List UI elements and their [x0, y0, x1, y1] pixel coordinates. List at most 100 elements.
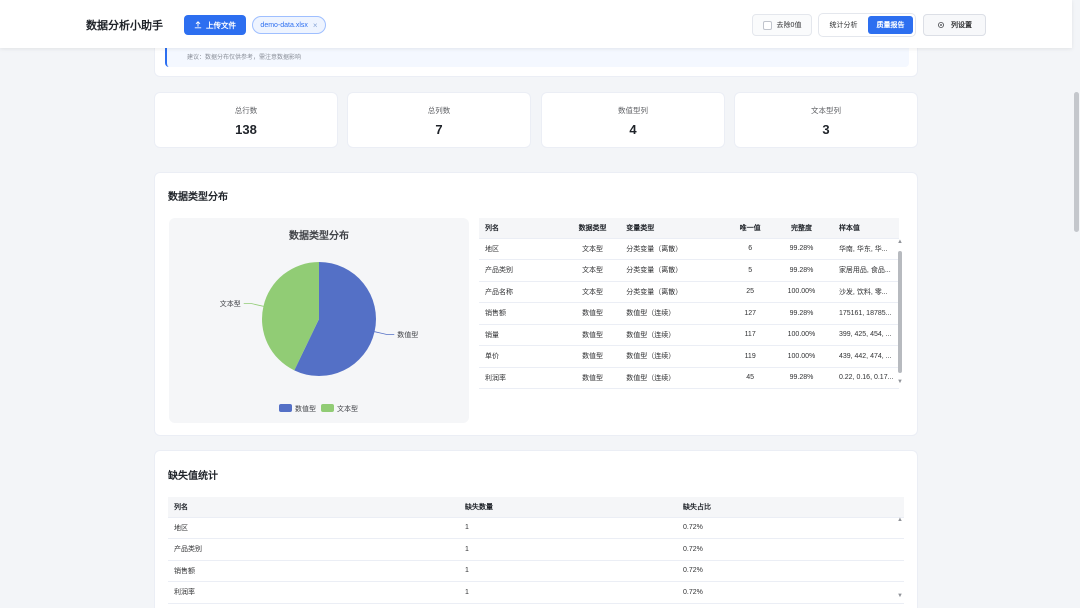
table-row[interactable]: 产品名称 文本型 分类变量（离散） 25 100.00% 沙发, 饮料, 零... — [479, 281, 899, 303]
cell-data-type: 数值型 — [564, 324, 621, 346]
legend-label-1[interactable]: 文本型 — [337, 404, 358, 413]
table-row[interactable]: 地区 文本型 分类变量（离散） 6 99.28% 华南, 华东, 华... — [479, 238, 899, 260]
cell-data-type: 数值型 — [564, 345, 621, 368]
table-row[interactable]: 地区 1 0.72% — [168, 517, 904, 539]
stat-label: 总行数 — [234, 106, 258, 115]
stat-card-total-rows: 总行数 138 — [154, 92, 338, 148]
file-name: demo-data.xlsx — [260, 21, 308, 29]
column-settings-button[interactable]: 列设置 — [923, 14, 986, 36]
table-row[interactable]: 利润率 1 0.72% — [168, 581, 904, 604]
checkbox-box[interactable] — [762, 20, 772, 30]
missing-table-scrollbar[interactable]: ▲ ▼ — [897, 517, 903, 601]
remove-zero-label: 去除0值 — [776, 22, 802, 29]
stat-card-total-columns: 总列数 7 — [347, 92, 531, 148]
cell-column-name: 销售额 — [168, 560, 459, 582]
table-row[interactable]: 利润率 数值型 数值型（连续） 45 99.28% 0.22, 0.16, 0.17... — [479, 367, 899, 389]
cell-unique: 25 — [730, 281, 770, 303]
cell-variable-type: 数值型（连续） — [620, 324, 731, 346]
note-text: 建议：数据分布仅供参考，需注意数据影响 — [187, 55, 302, 61]
upload-file-button[interactable]: 上传文件 — [184, 15, 246, 35]
cell-unique: 117 — [730, 324, 770, 346]
cell-unique: 6 — [730, 238, 770, 260]
legend-label-0[interactable]: 数值型 — [295, 404, 316, 413]
pie-chart-panel: 数据类型分布 数值型 文本型 数值型 文本型 — [169, 218, 469, 423]
cell-missing-count: 1 — [459, 538, 677, 561]
table-header-row: 列名 缺失数量 缺失占比 — [168, 497, 904, 518]
header-column-name: 列名 — [168, 497, 459, 518]
section-title: 数据类型分布 — [168, 192, 228, 203]
pie-label-line-0 — [374, 331, 395, 335]
cell-sample: 0.22, 0.16, 0.17... — [832, 367, 899, 389]
cell-unique: 127 — [730, 302, 770, 325]
cell-missing-ratio: 0.72% — [677, 538, 904, 561]
pie-label-1: 文本型 — [220, 299, 241, 308]
stat-card-text-columns: 文本型列 3 — [734, 92, 918, 148]
page-scroll-thumb[interactable] — [1074, 92, 1079, 232]
table-row[interactable]: 产品类别 1 0.72% — [168, 538, 904, 561]
scroll-thumb[interactable] — [898, 251, 902, 373]
upload-file-label: 上传文件 — [206, 20, 236, 30]
stat-value: 3 — [822, 122, 830, 137]
cell-completeness: 99.28% — [770, 302, 833, 325]
pie-slice-0[interactable] — [294, 262, 376, 376]
cell-variable-type: 分类变量（离散） — [620, 281, 731, 303]
missing-values-card: 缺失值统计 列名 缺失数量 缺失占比 地区 1 0.72% 产品类别 1 0.72% 销售额… — [154, 450, 918, 608]
cell-column-name: 销量 — [479, 324, 565, 346]
cell-variable-type: 数值型（连续） — [620, 302, 731, 325]
close-icon[interactable]: × — [312, 20, 318, 30]
scroll-up-icon[interactable]: ▲ — [897, 517, 903, 523]
stat-label: 文本型列 — [811, 106, 841, 115]
scroll-up-icon[interactable]: ▲ — [897, 239, 903, 245]
header-missing-count: 缺失数量 — [459, 497, 677, 518]
app-header: 数据分析小助手 上传文件 demo-data.xlsx × 去除0值 统计分析 … — [0, 0, 1072, 48]
cell-variable-type: 数值型（连续） — [620, 367, 731, 389]
cell-completeness: 100.00% — [770, 281, 833, 303]
cell-sample: 华南, 华东, 华... — [832, 238, 899, 260]
cell-data-type: 文本型 — [564, 281, 621, 303]
tab-statistics[interactable]: 统计分析 — [829, 22, 858, 29]
cell-column-name: 地区 — [479, 238, 565, 260]
scroll-down-icon[interactable]: ▼ — [897, 593, 903, 599]
cell-column-name: 产品类别 — [168, 538, 459, 561]
stat-label: 数值型列 — [618, 106, 648, 115]
stat-value: 4 — [629, 122, 637, 137]
table-row[interactable]: 销售额 数值型 数值型（连续） 127 99.28% 175161, 18785... — [479, 302, 899, 325]
table-row[interactable]: 单价 数值型 数值型（连续） 119 100.00% 439, 442, 474, ... — [479, 345, 899, 368]
cell-missing-count: 1 — [459, 560, 677, 582]
remove-zero-checkbox[interactable]: 去除0值 — [752, 14, 812, 36]
table-row[interactable]: 销量 数值型 数值型（连续） 117 100.00% 399, 425, 454, ... — [479, 324, 899, 346]
pie-label-0: 数值型 — [397, 330, 418, 339]
cell-missing-count: 1 — [459, 517, 677, 539]
cell-completeness: 100.00% — [770, 345, 833, 368]
table-row[interactable]: 销售额 1 0.72% — [168, 560, 904, 582]
page-scrollbar[interactable] — [1072, 0, 1080, 608]
tab-quality-report[interactable]: 质量报告 — [868, 16, 913, 34]
cell-unique: 5 — [730, 259, 770, 282]
cell-column-name: 利润率 — [168, 581, 459, 604]
table-row[interactable]: 产品类别 文本型 分类变量（离散） 5 99.28% 家居用品, 食品... — [479, 259, 899, 282]
scroll-down-icon[interactable]: ▼ — [897, 379, 903, 385]
cell-column-name: 产品名称 — [479, 281, 565, 303]
cell-sample: 399, 425, 454, ... — [832, 324, 899, 346]
pie-slice-1[interactable] — [262, 262, 319, 371]
legend-swatch-1[interactable] — [321, 404, 334, 412]
cell-column-name: 利润率 — [479, 367, 565, 389]
stat-label: 总列数 — [427, 106, 451, 115]
view-tabs: 统计分析 质量报告 — [818, 13, 916, 37]
cell-variable-type: 数值型（连续） — [620, 345, 731, 368]
cell-completeness: 100.00% — [770, 324, 833, 346]
table-scrollbar[interactable]: ▲ ▼ — [897, 239, 903, 387]
legend-swatch-0[interactable] — [279, 404, 292, 412]
cell-data-type: 数值型 — [564, 367, 621, 389]
cell-completeness: 99.28% — [770, 238, 833, 260]
cell-variable-type: 分类变量（离散） — [620, 259, 731, 282]
cell-missing-ratio: 0.72% — [677, 560, 904, 582]
header-sample: 样本值 — [832, 218, 899, 239]
cell-column-name: 单价 — [479, 345, 565, 368]
header-data-type: 数据类型 — [564, 218, 621, 239]
header-missing-ratio: 缺失占比 — [677, 497, 904, 518]
upload-icon — [194, 21, 202, 29]
cell-unique: 45 — [730, 367, 770, 389]
cell-variable-type: 分类变量（离散） — [620, 238, 731, 260]
